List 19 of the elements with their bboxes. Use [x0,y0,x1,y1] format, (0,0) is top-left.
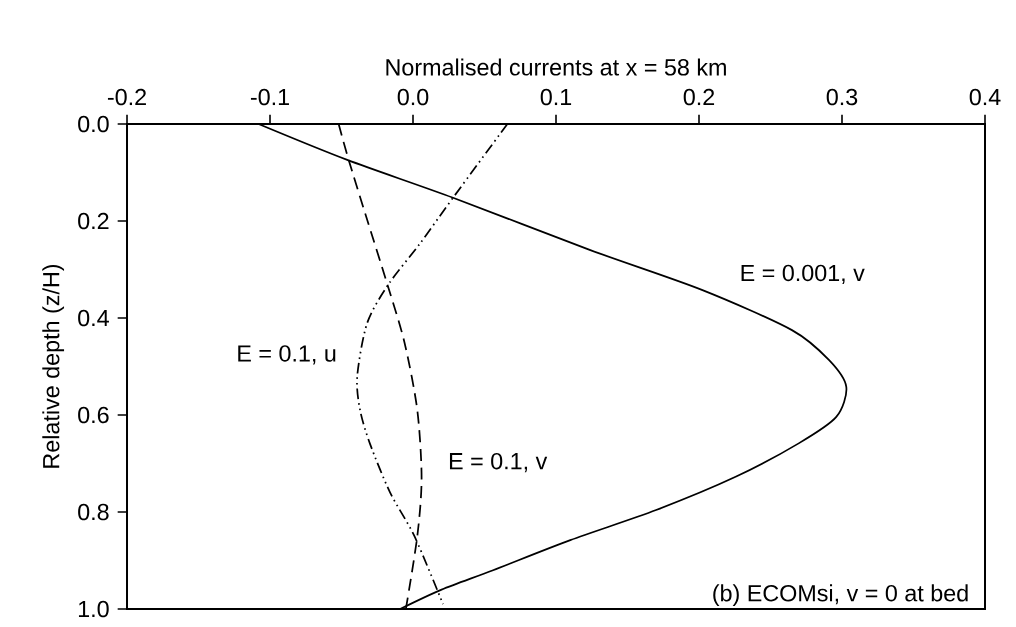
x-tick-label: 0.3 [826,88,858,106]
y-tick-label: 0.2 [78,212,109,230]
x-tick-label: 0.1 [540,88,572,106]
y-tick-label: 0.4 [78,309,109,327]
annotation: E = 0.001, v [741,264,865,284]
x-tick-label: -0.1 [250,88,289,106]
y-tick-label: 0.0 [78,115,109,133]
annotation: E = 0.1, u [238,345,336,365]
x-tick-label: 0.0 [397,88,429,106]
annotation: E = 0.1, v [449,452,548,473]
annotation: (b) ECOMsi, v = 0 at bed [713,584,968,607]
x-tick-label: 0.4 [969,88,1001,106]
x-tick-label: -0.2 [107,88,146,106]
x-tick-label: 0.2 [683,88,715,106]
y-tick-label: 0.6 [78,406,109,424]
y-tick-label: 1.0 [78,600,109,618]
y-tick-label: 0.8 [78,503,109,521]
y-axis-title: Relative depth (z/H) [42,264,65,468]
x-axis-title: Normalised currents at x = 58 km [386,58,726,76]
